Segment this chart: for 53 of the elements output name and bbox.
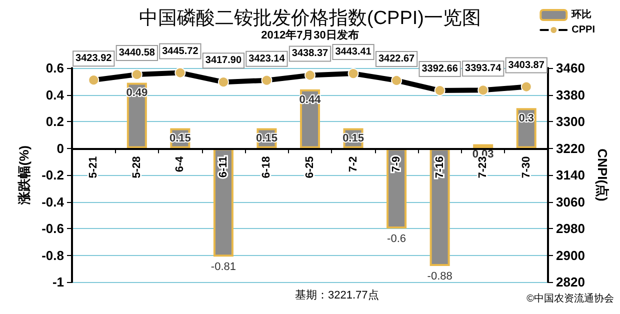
y-tick-label: -0.8 <box>42 248 64 263</box>
bar <box>473 144 494 148</box>
x-tick-label: 7-16 <box>434 156 446 178</box>
data-label: 3438.37 <box>292 48 329 60</box>
y2-tick-label: 3300 <box>556 114 585 129</box>
data-label: 3440.58 <box>118 47 156 58</box>
text: 基期：3221.77点 <box>295 288 379 302</box>
y2-tick-label: 3380 <box>556 87 585 102</box>
y2-tick-label: 2820 <box>556 274 585 290</box>
x-tick-label: 6-18 <box>260 156 273 178</box>
x-tick-label: 5-21 <box>88 156 100 178</box>
x-tick-label: 6-25 <box>304 156 316 178</box>
data-label: 3443.41 <box>335 46 372 58</box>
y-tick-label: -0.6 <box>42 221 64 236</box>
legend-label: 环比 <box>570 8 592 20</box>
y2-tick-label: 3460 <box>556 60 585 76</box>
y-tick-label: 0.6 <box>46 60 64 76</box>
y2-tick-label: 3140 <box>556 168 585 182</box>
data-label: -0.6 <box>387 233 406 245</box>
y-tick-label: -1 <box>52 274 64 290</box>
x-tick-label: 7-23 <box>477 156 490 178</box>
data-label: 3423.14 <box>248 53 286 64</box>
chart-subtitle: 2012年7月30日发布 <box>261 28 359 42</box>
y2-tick-label: 3220 <box>556 140 585 156</box>
data-label: 3417.90 <box>205 55 242 66</box>
x-tick-label: 7-2 <box>347 156 360 172</box>
x-tick-label: 7-9 <box>390 156 403 172</box>
data-label: 3423.92 <box>76 53 112 64</box>
chart-title: 中国磷酸二铵批发价格指数(CPPI)一览图 <box>139 8 481 29</box>
y-tick-label: -0.4 <box>42 194 65 210</box>
data-label: -0.88 <box>427 270 452 282</box>
data-label: 3393.74 <box>465 63 502 74</box>
legend-label: CPPI <box>572 24 596 36</box>
x-tick-label: 6-4 <box>174 155 186 172</box>
text: ©中国农资流通协会 <box>526 292 614 304</box>
y-tick-label: 0.4 <box>46 87 65 102</box>
data-label: 3392.66 <box>422 64 458 75</box>
y2-tick-label: 2900 <box>556 248 585 263</box>
x-tick-label: 7-30 <box>520 156 532 178</box>
data-label: 0.3 <box>518 112 534 125</box>
y2-axis-title: CNPI(点) <box>594 148 610 202</box>
y-axis-title: 涨跌幅(%) <box>16 145 32 206</box>
y2-tick-label: 2980 <box>556 221 585 236</box>
y-tick-label: -0.2 <box>42 168 64 182</box>
data-label: 3403.87 <box>508 60 545 71</box>
x-tick-label: 5-28 <box>130 156 143 178</box>
y-tick-label: 0 <box>56 140 64 156</box>
y-tick-label: 0.2 <box>46 114 64 129</box>
x-tick-label: 6-11 <box>217 156 230 178</box>
data-label: 3422.67 <box>378 53 416 64</box>
data-label: 3445.72 <box>162 46 199 57</box>
data-label: -0.81 <box>210 261 236 274</box>
y2-tick-label: 3060 <box>556 194 585 210</box>
